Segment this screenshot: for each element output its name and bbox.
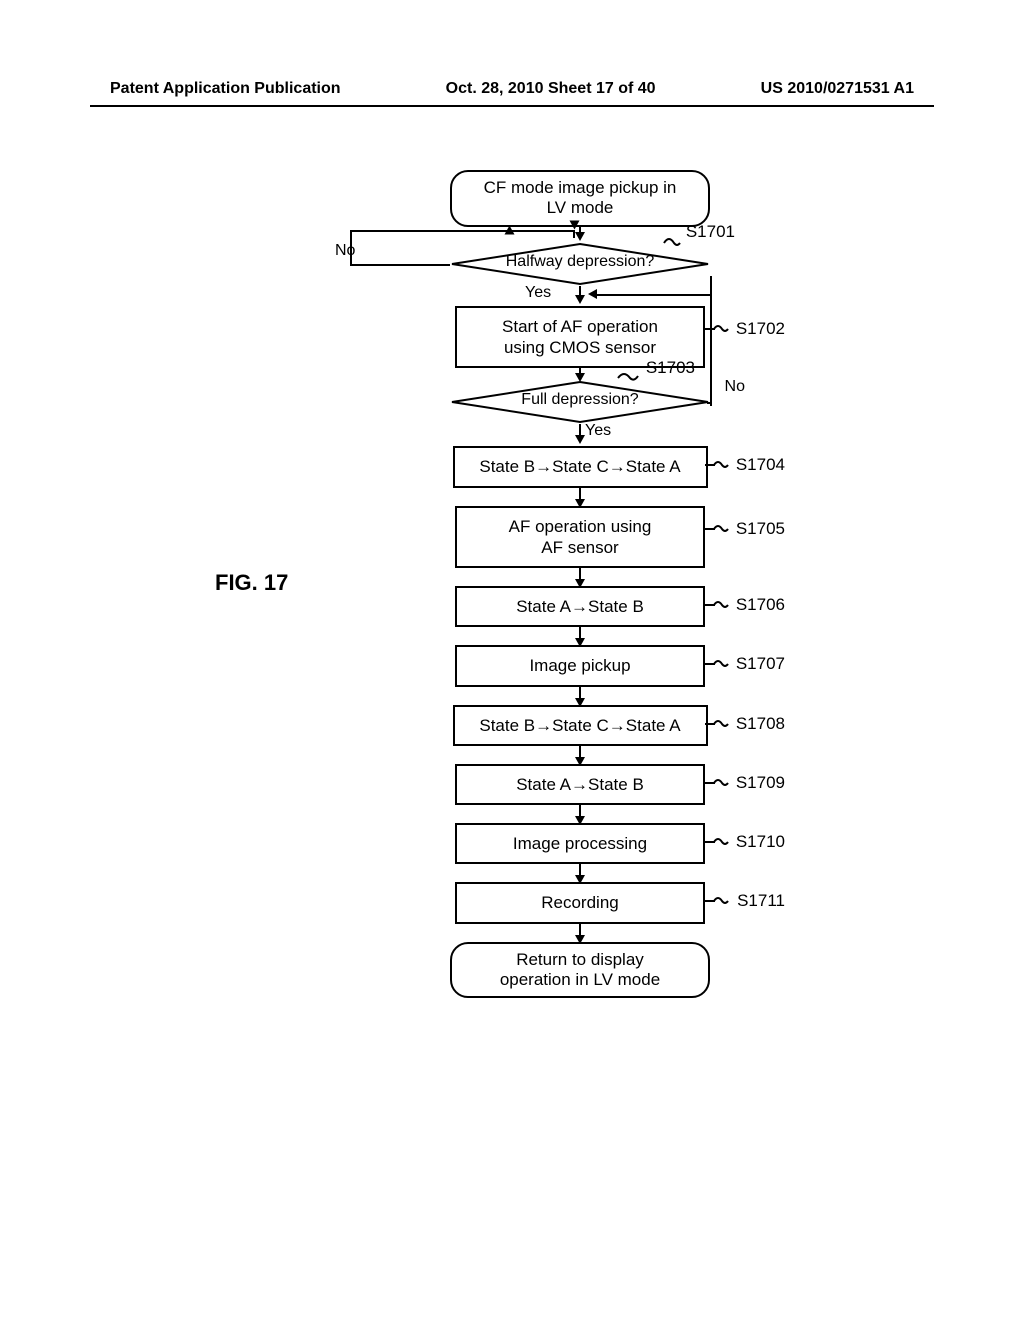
process-recording: Recording <box>455 882 705 923</box>
step-label-s1710: S1710 <box>736 832 785 852</box>
process-state-ab-1: State A→State B <box>455 586 705 627</box>
figure-label: FIG. 17 <box>215 570 288 596</box>
process-state-bca-2: State B→State C→State A <box>453 705 708 746</box>
arrow <box>579 368 581 380</box>
decision-full: Full depression? <box>450 380 710 424</box>
arrow <box>579 687 581 705</box>
step-label-s1704: S1704 <box>736 455 785 475</box>
arrow <box>579 568 581 586</box>
step-label-s1706: S1706 <box>736 595 785 615</box>
header-divider <box>90 105 934 107</box>
header-left: Patent Application Publication <box>110 80 341 98</box>
header-center: Oct. 28, 2010 Sheet 17 of 40 <box>446 80 656 98</box>
step-label-s1711: S1711 <box>737 891 785 911</box>
step-label-s1705: S1705 <box>736 519 785 539</box>
terminal-end: Return to display operation in LV mode <box>450 942 710 999</box>
process-state-bca-1: State B→State C→State A <box>453 446 708 487</box>
step-label-s1703: S1703 <box>646 358 695 378</box>
arrow <box>579 627 581 645</box>
yes-label-2: Yes <box>585 422 611 440</box>
arrow <box>579 424 581 442</box>
no-label-1: No <box>335 242 355 260</box>
process-af-sensor: AF operation using AF sensor <box>455 506 705 569</box>
step-label-s1707: S1707 <box>736 654 785 674</box>
process-state-ab-2: State A→State B <box>455 764 705 805</box>
no-label-2: No <box>725 378 745 396</box>
arrow <box>579 924 581 942</box>
flowchart-container: CF mode image pickup in LV mode Halfway … <box>360 170 800 998</box>
decision-full-text: Full depression? <box>450 391 710 409</box>
process-image-pickup: Image pickup <box>455 645 705 686</box>
terminal-start: CF mode image pickup in LV mode <box>450 170 710 227</box>
step-label-s1701: S1701 <box>686 222 735 242</box>
arrow <box>579 864 581 882</box>
step-label-s1702: S1702 <box>736 319 785 339</box>
arrow <box>579 488 581 506</box>
process-image-processing: Image processing <box>455 823 705 864</box>
decision-halfway-text: Halfway depression? <box>450 253 710 271</box>
step-label-s1708: S1708 <box>736 714 785 734</box>
step-label-s1709: S1709 <box>736 773 785 793</box>
arrow <box>579 805 581 823</box>
arrow <box>579 286 581 302</box>
arrow <box>579 746 581 764</box>
header-right: US 2010/0271531 A1 <box>761 80 914 98</box>
yes-label-1: Yes <box>525 284 551 302</box>
